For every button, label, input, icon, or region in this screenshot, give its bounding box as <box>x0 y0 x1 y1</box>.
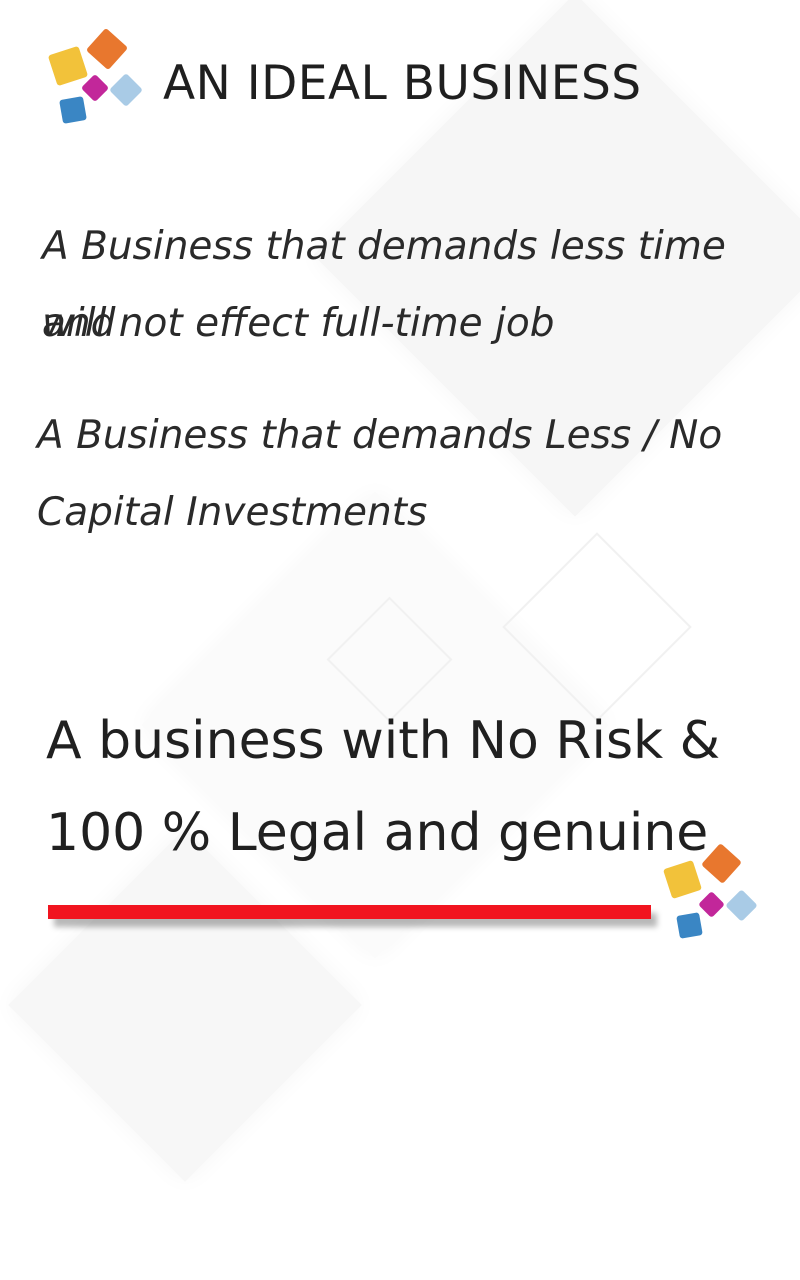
logo-tile-yellow <box>662 859 703 900</box>
logo-icon <box>44 27 149 128</box>
point-2-line-2: Capital Investments <box>37 490 428 535</box>
logo-tile-orange <box>701 843 742 884</box>
logo-tile-magenta <box>80 73 110 103</box>
logo-tile-light-blue <box>109 73 143 107</box>
logo-tile-blue <box>59 96 87 124</box>
point-2-line-1: A Business that demands Less / No <box>37 413 723 458</box>
logo-tile-yellow <box>47 45 89 87</box>
logo-tile-light-blue <box>725 889 758 922</box>
logo-tile-magenta <box>698 891 725 918</box>
page-title: AN IDEAL BUSINESS <box>163 56 642 111</box>
point-1-line-1: A Business that demands less time and <box>42 224 726 346</box>
red-underline-divider <box>48 905 651 919</box>
logo-tile-orange <box>85 27 129 71</box>
logo-icon-small <box>660 842 765 942</box>
point-1-line-2: will not effect full-time job <box>42 301 555 346</box>
logo-tile-blue <box>676 912 703 939</box>
point-3-line-1: A business with No Risk & <box>46 711 721 771</box>
point-3-line-2: 100 % Legal and genuine <box>46 803 709 863</box>
